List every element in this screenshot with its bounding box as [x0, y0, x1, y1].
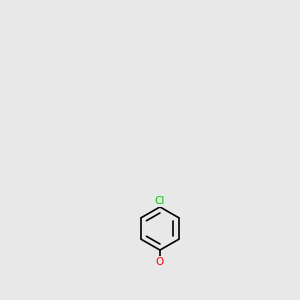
- Text: O: O: [156, 257, 164, 267]
- Text: Cl: Cl: [155, 196, 165, 206]
